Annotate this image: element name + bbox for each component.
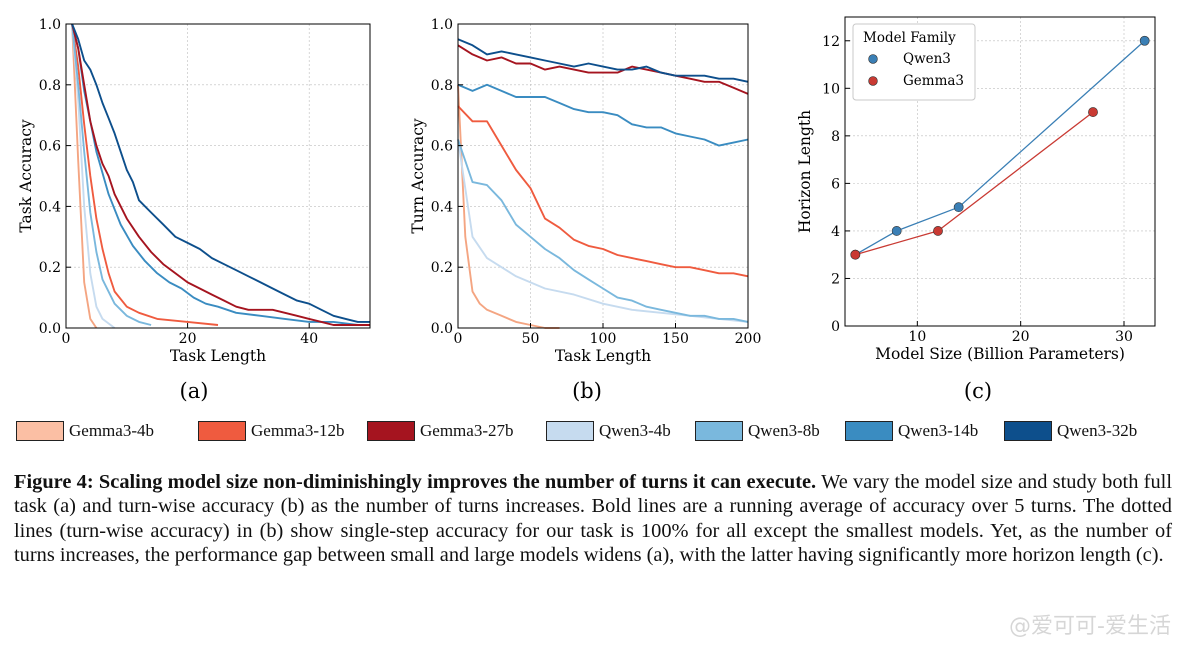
y-axis-label: Turn Accuracy <box>409 118 427 234</box>
series-line-gemma3-4b <box>457 84 560 329</box>
legend-swatch <box>845 421 893 441</box>
data-point-qwen3 <box>1139 35 1150 46</box>
legend-item-gemma3-4b: Gemma3-4b <box>16 418 154 444</box>
chart-panel-2: 0.0 0.2 0.4 0.6 0.8 1.0 0 50 100 150 200 Task Lengt… <box>409 17 761 403</box>
tick-label-y: 2 <box>831 271 840 287</box>
scatter-legend: Model Family Qwen3 Gemma3 <box>852 23 976 101</box>
tick-label-x: 0 <box>454 331 463 347</box>
legend-swatch <box>1004 421 1052 441</box>
tick-label-x: 20 <box>179 331 197 347</box>
legend-item-gemma3-12b: Gemma3-12b <box>198 418 344 444</box>
legend-item-qwen3-8b: Qwen3-8b <box>695 418 820 444</box>
tick-label-y: 0.4 <box>39 199 61 215</box>
data-point-gemma3 <box>850 249 861 260</box>
legend-swatch <box>546 421 594 441</box>
series-line-gemma3-4b <box>71 23 98 329</box>
tick-label-x: 40 <box>300 331 318 347</box>
series-line-qwen3-32b <box>71 23 370 323</box>
series-line-qwen3-8b <box>457 139 749 323</box>
tick-label-x: 0 <box>62 331 71 347</box>
tick-label-y: 0 <box>831 319 840 335</box>
tick-label-y: 0.0 <box>39 321 61 337</box>
legend-item-qwen3-14b: Qwen3-14b <box>845 418 978 444</box>
legend-label: Qwen3-4b <box>599 421 671 440</box>
tick-label-y: 0.0 <box>431 321 453 337</box>
tick-label-y: 10 <box>822 81 840 97</box>
tick-label-y: 0.2 <box>39 260 61 276</box>
plot-frame <box>844 16 1156 327</box>
tick-label-y: 6 <box>831 176 840 192</box>
legend-label: Gemma3-12b <box>251 421 345 440</box>
tick-label-x: 200 <box>735 331 762 347</box>
legend-label: Qwen3-8b <box>748 421 820 440</box>
legend-item-gemma3-27b: Gemma3-27b <box>367 418 513 444</box>
x-axis-label: Task Length <box>555 347 651 365</box>
caption-body: We vary the model size and study both fu… <box>14 471 1172 567</box>
tick-label-y: 12 <box>822 34 840 50</box>
series-line-qwen3-8b <box>71 23 152 326</box>
legend-marker-qwen3 <box>868 54 878 64</box>
legend-swatch <box>367 421 415 441</box>
tick-label-y: 0.2 <box>431 260 453 276</box>
tick-label-x: 50 <box>522 331 540 347</box>
watermark: @爱可可-爱生活 <box>1009 614 1171 639</box>
tick-label-x: 30 <box>1115 329 1133 345</box>
chart-panel-1: 0.0 0.2 0.4 0.6 0.8 1.0 0 20 40 Task Length Task A… <box>17 17 371 403</box>
plot-frame <box>65 23 371 329</box>
figure-legend: Gemma3-4b Gemma3-12b Gemma3-27b Qwen3-4b… <box>16 418 1176 446</box>
figure-caption: Figure 4: Scaling model size non-diminis… <box>14 470 1172 568</box>
panel-label: (a) <box>180 379 209 403</box>
series-line-qwen3-14b <box>457 83 749 147</box>
legend-box <box>852 23 976 101</box>
data-point-gemma3 <box>933 226 943 236</box>
tick-label-y: 1.0 <box>431 17 453 33</box>
tick-label-x: 10 <box>908 329 926 345</box>
legend-swatch <box>16 421 64 441</box>
tick-label-y: 0.6 <box>431 139 453 155</box>
legend-label-qwen3: Qwen3 <box>903 51 951 67</box>
tick-label-y: 4 <box>831 224 840 240</box>
legend-title: Model Family <box>863 30 956 46</box>
tick-label-x: 100 <box>590 331 617 347</box>
legend-marker-gemma3 <box>868 76 878 86</box>
tick-label-x: 150 <box>662 331 689 347</box>
series-line-qwen3-32b <box>457 38 749 83</box>
series-line-qwen3-4b <box>71 23 116 329</box>
tick-label-y: 0.8 <box>39 78 61 94</box>
caption-title: Figure 4: Scaling model size non-diminis… <box>14 471 817 493</box>
legend-label: Qwen3-32b <box>1057 421 1138 440</box>
legend-label: Gemma3-4b <box>69 421 154 440</box>
legend-label-gemma3: Gemma3 <box>903 73 964 89</box>
x-axis-label: Model Size (Billion Parameters) <box>875 345 1125 363</box>
tick-label-y: 0.4 <box>431 199 453 215</box>
data-point-gemma3 <box>1088 107 1098 117</box>
x-axis-label: Task Length <box>170 347 266 365</box>
series-line-gemma3-27b <box>71 23 370 326</box>
series-line-qwen3 <box>854 40 1146 256</box>
tick-label-y: 8 <box>831 129 840 145</box>
legend-label: Gemma3-27b <box>420 421 514 440</box>
tick-label-y: 1.0 <box>39 17 61 33</box>
legend-item-qwen3-32b: Qwen3-32b <box>1004 418 1137 444</box>
tick-label-y: 0.8 <box>431 78 453 94</box>
series-line-gemma3-12b <box>71 23 219 326</box>
data-point-qwen3 <box>891 226 902 236</box>
legend-label: Qwen3-14b <box>898 421 979 440</box>
y-axis-label: Horizon Length <box>796 110 814 233</box>
series-line-gemma3-27b <box>457 44 749 95</box>
data-point-qwen3 <box>953 202 964 213</box>
panel-label: (b) <box>572 379 602 403</box>
y-axis-label: Task Accuracy <box>17 119 35 233</box>
series-line-qwen3-14b <box>71 23 370 326</box>
panel-label: (c) <box>964 379 992 403</box>
legend-swatch <box>198 421 246 441</box>
legend-item-qwen3-4b: Qwen3-4b <box>546 418 671 444</box>
legend-swatch <box>695 421 743 441</box>
series-line-qwen3-4b <box>457 139 749 323</box>
tick-label-x: 20 <box>1012 329 1030 345</box>
tick-label-y: 0.6 <box>39 139 61 155</box>
series-line-gemma3-12b <box>457 105 749 278</box>
